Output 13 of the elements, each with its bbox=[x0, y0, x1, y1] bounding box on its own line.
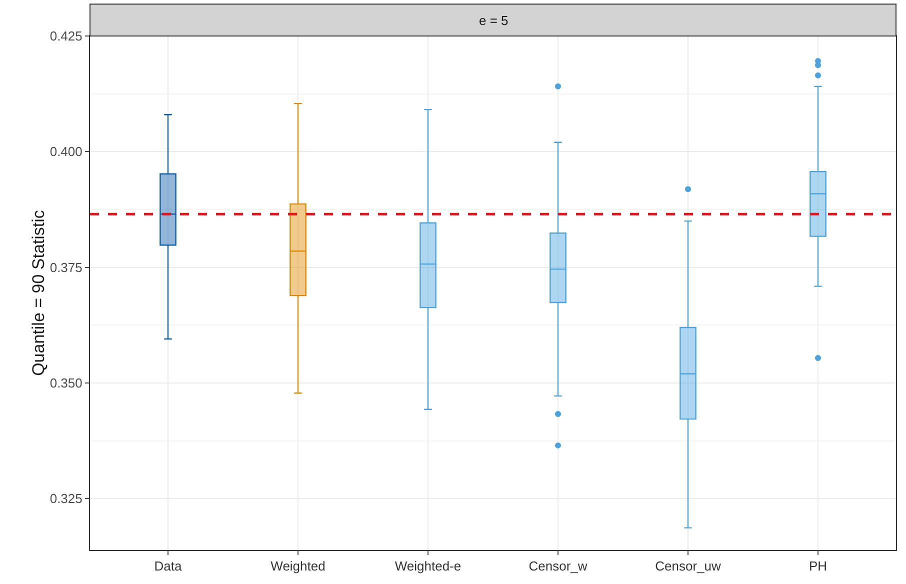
chart-title: e = 5 bbox=[479, 13, 508, 28]
x-tick-label: PH bbox=[808, 558, 828, 574]
y-tick-label: 0.325 bbox=[50, 491, 82, 506]
x-tick-label: Censor_uw bbox=[655, 558, 722, 574]
y-tick-label: 0.350 bbox=[50, 376, 82, 391]
x-tick-label: Weighted-e bbox=[394, 558, 462, 574]
y-tick-label: 0.425 bbox=[50, 28, 82, 44]
y-tick-label: 0.375 bbox=[50, 260, 82, 275]
y-tick-label: 0.400 bbox=[50, 144, 82, 160]
x-tick-label: Data bbox=[154, 558, 182, 574]
x-tick-label: Weighted bbox=[270, 558, 326, 574]
x-tick-label: Censor_w bbox=[528, 558, 588, 574]
y-axis-title: Quantile = 90 Statistic bbox=[28, 210, 48, 376]
